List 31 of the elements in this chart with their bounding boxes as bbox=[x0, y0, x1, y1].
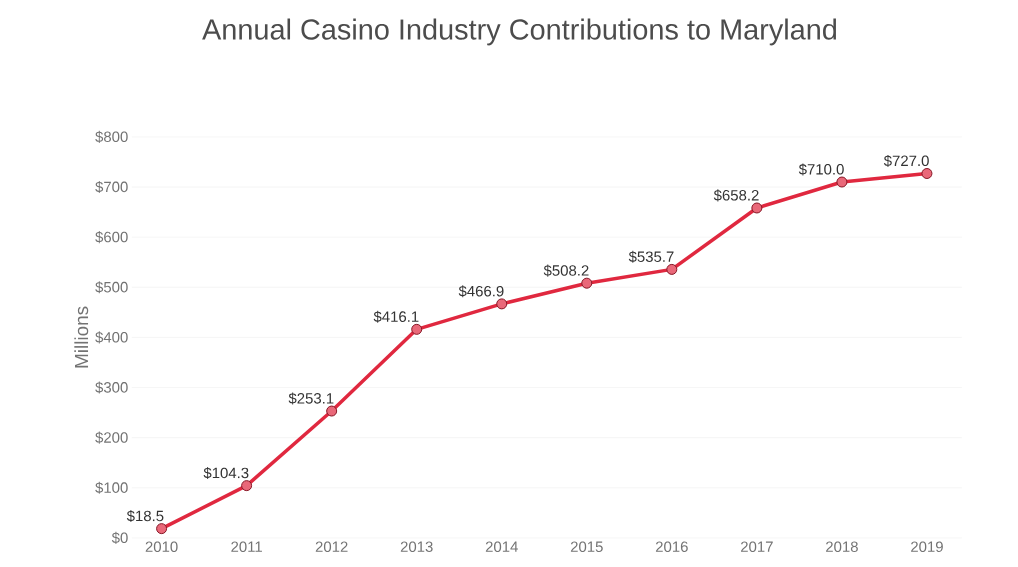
data-label: $535.7 bbox=[628, 250, 674, 263]
data-label: $658.2 bbox=[713, 189, 759, 202]
y-tick-label: $100 bbox=[95, 481, 128, 494]
chart-title: Annual Casino Industry Contributions to Maryland bbox=[202, 18, 837, 46]
y-tick-label: $0 bbox=[111, 531, 128, 544]
x-tick-label: 2019 bbox=[911, 541, 943, 553]
x-tick-label: 2012 bbox=[315, 541, 348, 553]
data-label: $104.3 bbox=[203, 467, 249, 480]
y-tick-label: $300 bbox=[95, 381, 128, 394]
data-label: $18.5 bbox=[126, 510, 164, 523]
data-label: $416.1 bbox=[373, 310, 419, 323]
data-label: $727.0 bbox=[883, 154, 929, 167]
data-label: $508.2 bbox=[543, 264, 589, 277]
y-tick-label: $200 bbox=[95, 431, 128, 444]
x-tick-label: 2017 bbox=[741, 541, 773, 553]
y-tick-label: $400 bbox=[95, 331, 128, 344]
x-tick-label: 2015 bbox=[570, 541, 603, 553]
y-tick-label: $600 bbox=[95, 231, 128, 244]
x-tick-label: 2010 bbox=[145, 541, 178, 553]
y-tick-label: $700 bbox=[95, 180, 128, 194]
data-label: $253.1 bbox=[288, 392, 334, 405]
y-tick-label: $500 bbox=[95, 281, 128, 294]
x-tick-label: 2016 bbox=[655, 541, 688, 553]
x-tick-label: 2018 bbox=[826, 541, 858, 553]
x-tick-label: 2014 bbox=[485, 541, 518, 553]
y-tick-label: $800 bbox=[95, 130, 128, 143]
data-label: $466.9 bbox=[458, 285, 504, 298]
y-axis-title: Millions bbox=[74, 306, 89, 368]
data-label: $710.0 bbox=[798, 163, 844, 176]
x-tick-label: 2013 bbox=[400, 541, 433, 553]
x-tick-label: 2011 bbox=[231, 541, 262, 553]
